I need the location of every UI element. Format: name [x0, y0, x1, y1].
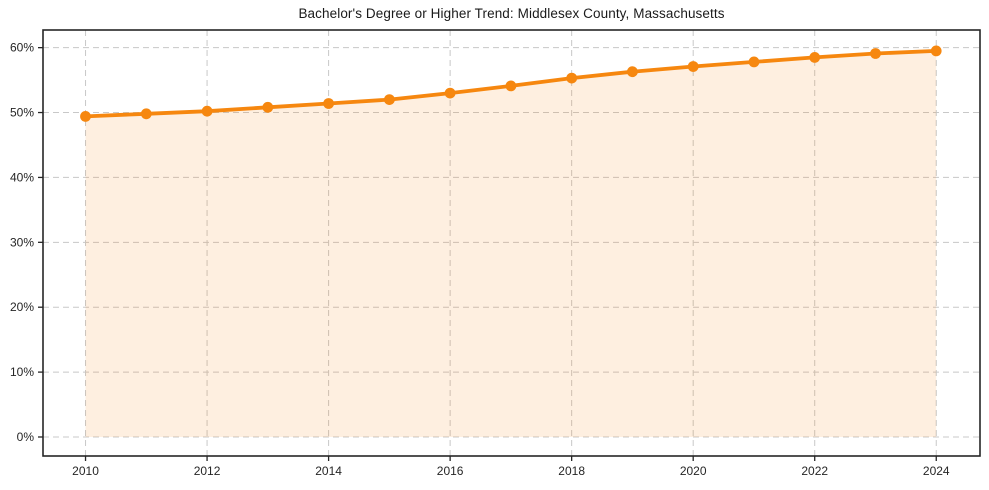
chart-title: Bachelor's Degree or Higher Trend: Middl…: [298, 6, 725, 21]
data-point-2024: [930, 45, 942, 57]
x-tick-label: 2016: [437, 464, 464, 478]
data-point-2016: [444, 87, 456, 99]
data-point-2012: [201, 105, 213, 117]
data-point-2018: [566, 72, 578, 84]
data-point-2013: [262, 101, 274, 113]
x-tick-label: 2020: [680, 464, 707, 478]
x-tick-label: 2018: [558, 464, 585, 478]
data-point-2023: [870, 48, 881, 59]
y-tick-label: 0%: [17, 430, 35, 444]
data-point-2022: [809, 52, 821, 63]
y-tick-label: 20%: [10, 300, 34, 314]
data-point-2014: [323, 98, 334, 109]
area-fill: [85, 50, 937, 438]
data-point-2019: [627, 66, 638, 78]
y-tick-label: 40%: [10, 170, 34, 184]
data-point-2011: [140, 108, 152, 120]
data-point-2020: [687, 61, 699, 72]
x-tick-label: 2022: [801, 464, 828, 478]
y-tick-label: 10%: [10, 365, 34, 379]
y-tick-label: 50%: [10, 106, 34, 120]
data-point-2021: [748, 56, 760, 68]
data-point-2015: [384, 94, 395, 105]
data-point-2010: [80, 111, 91, 122]
x-tick-label: 2012: [194, 464, 221, 478]
data-point-2017: [505, 80, 517, 92]
x-tick-label: 2024: [923, 464, 950, 478]
plot-border: [42, 29, 981, 457]
y-tick-label: 30%: [10, 235, 34, 249]
x-tick-label: 2014: [315, 464, 342, 478]
x-tick-label: 2010: [72, 464, 99, 478]
y-tick-label: 60%: [10, 41, 34, 55]
